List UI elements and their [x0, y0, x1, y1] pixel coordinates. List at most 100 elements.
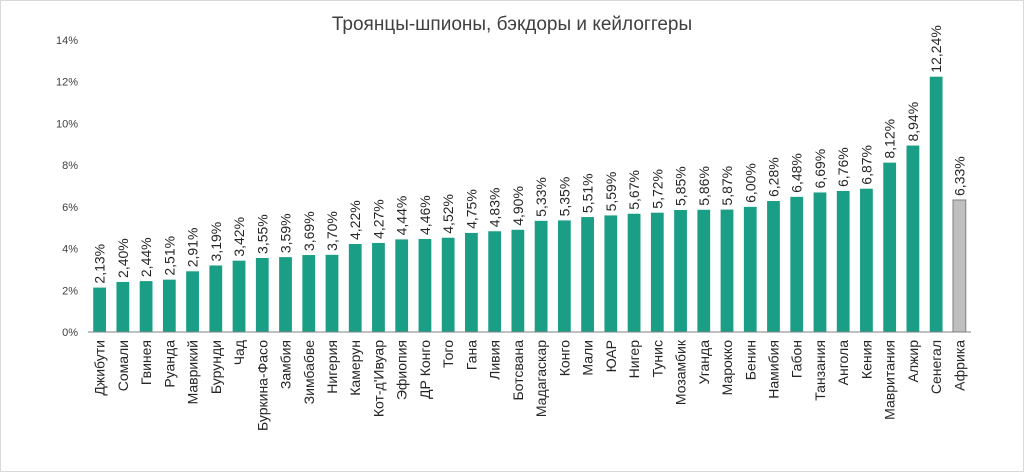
bar: [93, 287, 107, 332]
data-label: 5,51%: [580, 173, 596, 213]
bar: [348, 243, 362, 332]
x-tick-label: Ливия: [487, 340, 503, 380]
bar: [511, 229, 525, 332]
data-label: 4,44%: [394, 196, 410, 236]
bar: [139, 281, 153, 332]
bar: [813, 192, 827, 332]
x-tick-label: Габон: [789, 340, 805, 378]
x-tick-label: Намибия: [765, 340, 781, 399]
bar: [767, 201, 780, 332]
x-tick-label: Ангола: [835, 340, 851, 386]
bar: [116, 281, 130, 332]
x-axis: Джибути Сомали Гвинея Руанда Маврикий Бурунди…: [88, 331, 971, 431]
bar: [302, 255, 316, 332]
bar: [162, 279, 176, 332]
bar: [232, 260, 246, 332]
y-tick-label: 6%: [62, 202, 78, 214]
x-tick-label: Эфиопия: [394, 340, 410, 400]
bar: [488, 231, 502, 332]
data-label: 4,90%: [510, 186, 526, 226]
data-label: 3,59%: [278, 213, 294, 253]
x-tick-label: Африка: [951, 340, 967, 391]
x-tick-label: Чад: [231, 340, 247, 365]
bar: [674, 209, 687, 332]
bar: [743, 206, 757, 332]
x-tick-label: Конго: [556, 340, 572, 376]
data-label: 8,12%: [882, 119, 898, 159]
x-tick-label: Бурунди: [208, 340, 224, 394]
data-label: 4,75%: [463, 189, 479, 229]
bar: [255, 257, 269, 332]
bar: [883, 162, 897, 332]
x-tick-label: Камерун: [347, 340, 363, 396]
bar: [557, 220, 571, 332]
bar: [790, 196, 804, 332]
x-tick-label: Замбия: [278, 340, 294, 389]
x-tick-label: Гана: [463, 340, 479, 370]
x-tick-label: Тунис: [649, 340, 665, 377]
data-label: 5,33%: [533, 177, 549, 217]
y-axis: 0% 2% 4% 6% 8% 10% 12% 14%: [56, 35, 78, 339]
bar: [697, 209, 711, 332]
data-label: 6,76%: [835, 147, 851, 187]
data-label: 5,35%: [556, 177, 572, 217]
data-label: 6,33%: [951, 156, 967, 196]
x-tick-label: Кения: [858, 340, 874, 379]
bar: [906, 145, 920, 332]
bar: [395, 239, 409, 332]
bar: [465, 232, 478, 332]
bar: [929, 76, 943, 332]
data-label: 6,69%: [812, 149, 828, 189]
x-tick-label: Танзания: [812, 340, 828, 401]
data-label: 2,91%: [185, 228, 201, 268]
chart-title: Троянцы-шпионы, бэкдоры и кейлоггеры: [332, 14, 692, 35]
data-label: 3,19%: [208, 222, 224, 262]
bar: [279, 257, 292, 332]
data-label: 5,85%: [673, 166, 689, 206]
x-tick-label: Джибути: [92, 340, 108, 396]
data-label: 5,67%: [626, 170, 642, 210]
x-tick-label: Мавритания: [882, 340, 898, 420]
x-tick-label: Мали: [580, 340, 596, 376]
x-tick-label: Нигерия: [324, 340, 340, 394]
data-label: 4,27%: [370, 199, 386, 239]
data-label: 2,40%: [115, 238, 131, 278]
bar: [650, 212, 664, 332]
y-tick-label: 12%: [56, 77, 78, 89]
x-tick-label: Кот-д'Ивуар: [370, 340, 386, 417]
data-label: 4,46%: [417, 195, 433, 235]
bar: [952, 199, 967, 333]
bar: [441, 237, 455, 332]
x-tick-label: Маврикий: [185, 340, 201, 404]
x-tick-label: Мадагаскар: [533, 340, 549, 417]
data-label: 2,51%: [161, 236, 177, 276]
x-tick-label: Зимбабве: [301, 340, 317, 405]
data-label: 3,42%: [231, 217, 247, 257]
bar: [534, 220, 548, 332]
y-tick-label: 10%: [56, 118, 78, 130]
x-tick-label: Алжир: [905, 340, 921, 383]
x-tick-label: Того: [440, 340, 456, 368]
x-tick-label: Сомали: [115, 340, 131, 391]
bar: [372, 242, 385, 332]
data-label: 8,94%: [905, 102, 921, 142]
x-tick-label: Мозамбик: [673, 339, 689, 405]
data-label: 6,00%: [742, 163, 758, 203]
data-label: 3,70%: [324, 211, 340, 251]
y-tick-label: 2%: [62, 285, 78, 297]
data-label: 6,87%: [858, 145, 874, 185]
x-tick-label: Бенин: [742, 340, 758, 380]
x-tick-label: Буркина-Фасо: [254, 340, 270, 431]
data-label: 4,83%: [487, 188, 503, 228]
bar: [860, 188, 873, 332]
bar: [581, 217, 594, 332]
y-tick-label: 0%: [62, 327, 78, 339]
bar: [186, 271, 199, 332]
x-tick-label: ДР Конго: [417, 340, 433, 399]
data-label: 4,52%: [440, 194, 456, 234]
data-label: 6,28%: [765, 157, 781, 197]
y-tick-label: 4%: [62, 244, 78, 256]
bars: [93, 76, 967, 333]
x-tick-label: Ботсвана: [510, 340, 526, 401]
data-label: 5,87%: [719, 166, 735, 206]
